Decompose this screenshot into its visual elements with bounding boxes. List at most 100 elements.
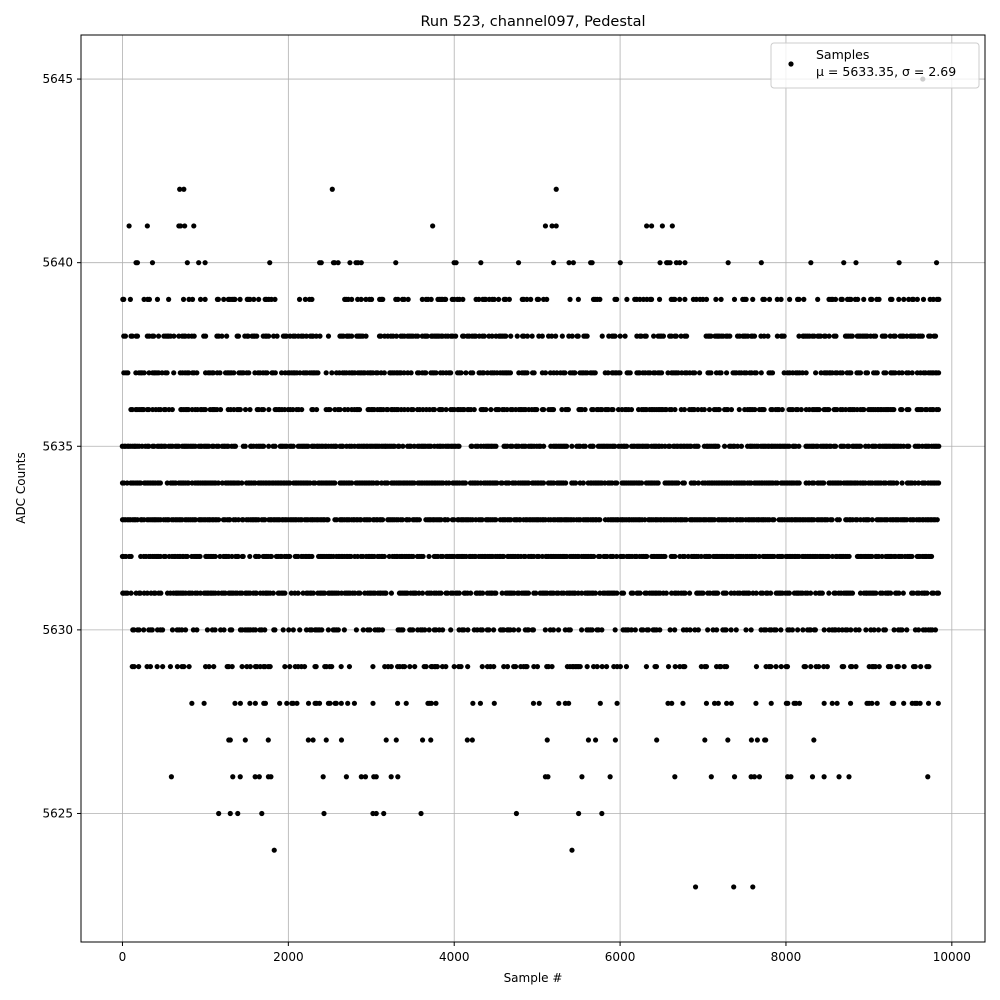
data-point — [882, 333, 888, 339]
data-point — [594, 663, 600, 670]
data-point — [695, 443, 701, 449]
data-point — [406, 517, 412, 523]
data-point — [247, 553, 253, 560]
data-point — [235, 553, 241, 560]
data-point — [899, 480, 905, 486]
data-point — [509, 443, 515, 449]
data-point — [756, 774, 763, 780]
data-point — [681, 406, 688, 413]
data-point — [748, 627, 754, 633]
data-point — [278, 370, 285, 376]
data-point — [388, 590, 395, 596]
data-point — [446, 480, 452, 486]
data-point — [774, 480, 780, 486]
data-point — [489, 333, 495, 339]
data-point — [393, 737, 399, 743]
data-point — [481, 333, 487, 339]
data-point — [599, 663, 605, 670]
data-point — [419, 737, 426, 743]
data-point — [491, 700, 497, 706]
data-point — [592, 737, 599, 743]
data-point — [451, 517, 457, 523]
x-tick-label: 10000 — [933, 950, 971, 964]
data-point — [815, 296, 821, 302]
data-point — [585, 737, 592, 743]
data-point — [710, 627, 716, 633]
data-point — [232, 700, 238, 706]
data-point — [909, 370, 915, 376]
data-point — [728, 406, 735, 413]
data-point — [402, 663, 408, 670]
data-point — [384, 480, 391, 486]
data-point — [678, 333, 684, 339]
data-point — [529, 333, 535, 339]
data-point — [692, 480, 698, 486]
data-point — [127, 296, 133, 302]
data-point — [569, 333, 575, 339]
data-point — [761, 333, 767, 339]
legend-marker — [788, 61, 794, 67]
data-point — [423, 663, 429, 670]
data-point — [612, 333, 618, 339]
data-point — [419, 296, 425, 302]
data-point — [599, 810, 605, 817]
data-point — [323, 737, 329, 743]
data-point — [836, 627, 842, 633]
data-point — [549, 663, 555, 670]
data-point — [349, 480, 355, 486]
data-point — [221, 296, 227, 302]
data-point — [410, 406, 416, 413]
data-point — [746, 590, 752, 596]
data-point — [428, 700, 434, 706]
data-point — [146, 296, 153, 302]
data-point — [912, 480, 918, 486]
data-point — [360, 627, 366, 633]
data-point — [332, 480, 338, 486]
data-point — [373, 810, 379, 817]
data-point — [545, 774, 551, 780]
data-point — [252, 774, 258, 780]
data-point — [303, 333, 310, 339]
data-point — [430, 223, 436, 229]
data-point — [499, 480, 505, 486]
data-point — [191, 223, 197, 229]
data-point — [124, 590, 130, 596]
data-point — [486, 627, 492, 633]
data-point — [230, 774, 236, 780]
data-point — [305, 700, 312, 706]
data-point — [856, 627, 862, 633]
data-point — [479, 663, 485, 670]
data-point — [864, 370, 871, 376]
data-points — [119, 76, 942, 890]
data-point — [287, 553, 293, 560]
data-point — [768, 590, 774, 596]
data-point — [821, 627, 827, 633]
data-point — [246, 370, 252, 376]
data-point — [534, 663, 541, 670]
data-point — [597, 517, 603, 523]
data-point — [348, 553, 354, 560]
data-point — [936, 480, 942, 486]
data-point — [665, 663, 672, 670]
data-point — [888, 663, 894, 670]
data-point — [160, 663, 166, 670]
data-point — [445, 517, 451, 523]
data-point — [181, 186, 187, 192]
data-point — [754, 737, 760, 743]
data-point — [295, 590, 301, 596]
data-point — [826, 406, 832, 413]
data-point — [383, 590, 389, 596]
data-point — [186, 370, 192, 376]
data-point — [541, 443, 547, 449]
data-point — [786, 296, 793, 302]
data-point — [290, 443, 296, 449]
data-point — [707, 553, 713, 560]
data-point — [262, 700, 269, 706]
data-point — [272, 296, 278, 302]
data-point — [869, 517, 875, 523]
data-point — [589, 627, 595, 633]
data-point — [277, 700, 283, 706]
data-point — [329, 186, 335, 192]
data-point — [672, 553, 678, 560]
data-point — [711, 700, 718, 706]
